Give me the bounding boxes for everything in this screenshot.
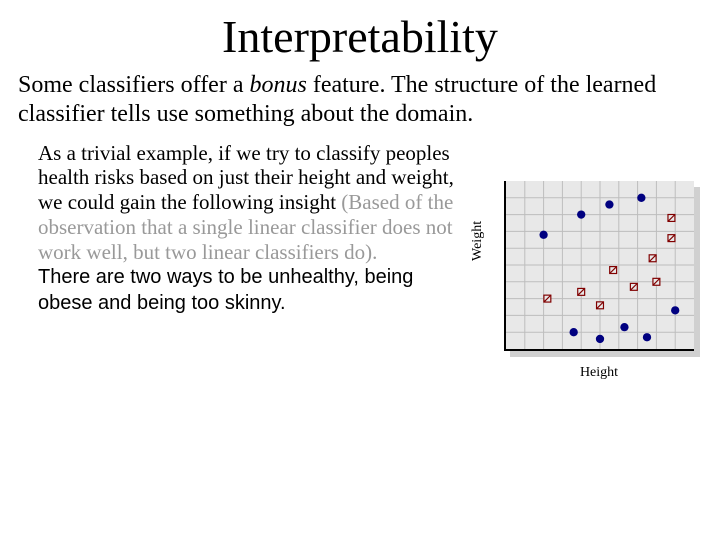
- intro-paragraph: Some classifiers offer a bonus feature. …: [0, 71, 720, 141]
- scatter-plot: [504, 181, 694, 351]
- intro-bonus: bonus: [249, 72, 306, 98]
- page-title: Interpretability: [0, 0, 720, 71]
- chart-area: Weight Height: [482, 141, 702, 381]
- example-conclusion: There are two ways to be unhealthy, bein…: [38, 266, 413, 314]
- chart-frame: [504, 181, 694, 351]
- intro-part1: Some classifiers offer a: [18, 72, 249, 98]
- y-axis-label: Weight: [470, 221, 486, 261]
- body-row: As a trivial example, if we try to class…: [0, 141, 720, 381]
- example-paragraph: As a trivial example, if we try to class…: [18, 141, 482, 316]
